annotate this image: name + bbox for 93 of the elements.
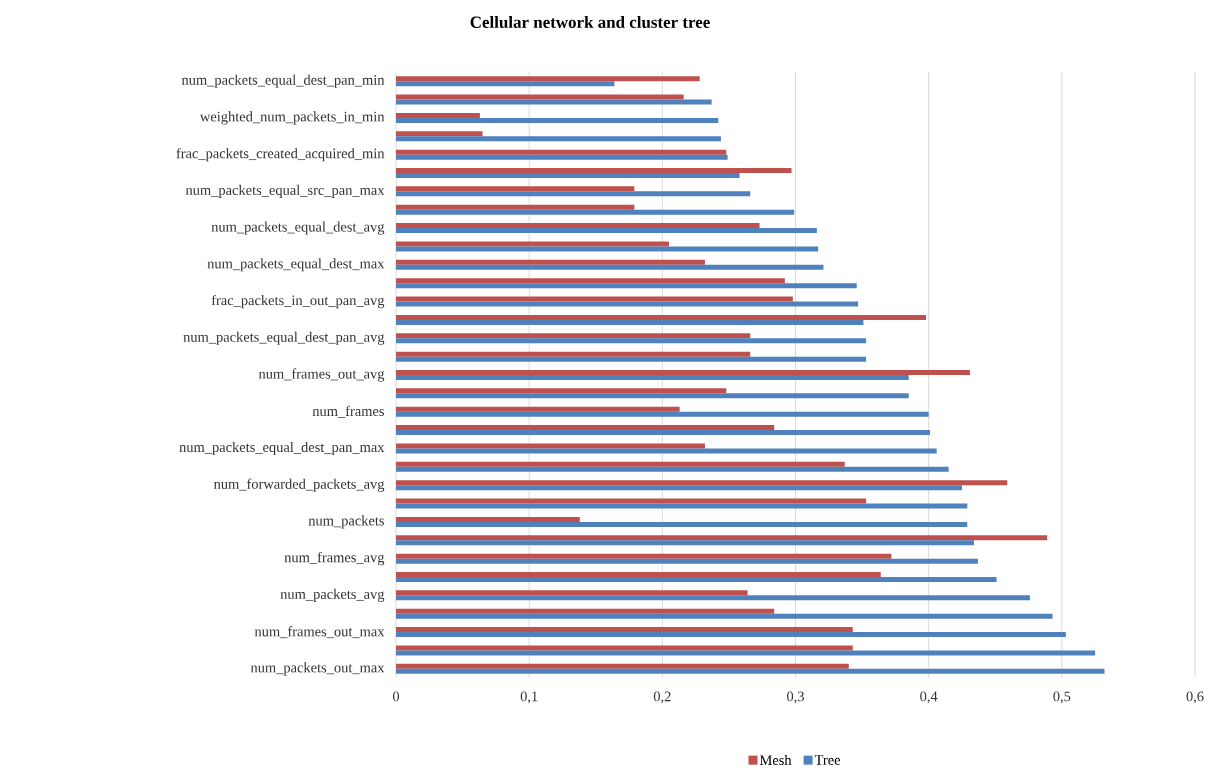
bar — [396, 448, 937, 454]
bar — [396, 645, 853, 651]
bar — [396, 485, 962, 491]
bar — [396, 663, 849, 669]
y-tick-label: weighted_num_packets_in_min — [199, 111, 385, 125]
bar — [396, 191, 751, 197]
y-tick-label: frac_packets_created_acquired_min — [176, 148, 385, 162]
bar — [396, 223, 760, 229]
x-tick-label: 0,2 — [653, 691, 671, 704]
y-tick-label: num_packets_equal_dest_avg — [211, 221, 385, 235]
bar — [396, 186, 635, 192]
bar — [396, 375, 909, 380]
bar — [396, 112, 480, 118]
bar — [396, 370, 970, 375]
bar — [396, 204, 635, 210]
bar — [396, 535, 1048, 541]
bar — [396, 503, 968, 509]
y-tick-label: num_packets_out_max — [250, 662, 385, 676]
chart-title: Cellular network and cluster tree — [470, 16, 710, 28]
bar — [396, 521, 968, 527]
bar — [396, 117, 719, 123]
bar — [396, 632, 1066, 638]
x-tick-label: 0,3 — [787, 691, 804, 704]
bar — [396, 430, 930, 436]
bar — [396, 572, 881, 578]
bar — [396, 168, 792, 173]
y-tick-label: num_packets — [308, 515, 384, 529]
y-tick-label: num_packets_equal_dest_pan_avg — [183, 331, 385, 345]
y-tick-label: frac_packets_in_out_pan_avg — [211, 294, 385, 309]
bar — [396, 608, 775, 614]
bar — [396, 577, 997, 583]
bar — [396, 246, 819, 252]
bar — [396, 558, 978, 564]
bar — [396, 264, 824, 270]
bar — [396, 498, 867, 504]
bar — [396, 131, 483, 137]
bar — [396, 319, 864, 325]
y-tick-label: num_frames_out_avg — [258, 368, 385, 382]
bar — [396, 516, 580, 522]
bar — [396, 443, 705, 449]
bar — [396, 466, 949, 472]
bar — [396, 76, 700, 82]
x-tick-label: 0 — [392, 691, 400, 702]
bar — [396, 425, 775, 431]
bar — [396, 333, 751, 339]
bar — [396, 540, 974, 546]
bar — [396, 650, 1096, 656]
bar — [396, 81, 615, 87]
bar — [396, 278, 785, 284]
bar — [396, 668, 1105, 674]
x-tick-label: 0,5 — [1053, 691, 1071, 704]
x-tick-label: 0,6 — [1186, 691, 1204, 704]
bar — [396, 283, 857, 289]
bar — [396, 461, 845, 467]
bar — [396, 388, 727, 394]
bar — [396, 301, 859, 307]
y-tick-label: num_frames — [312, 405, 384, 418]
bar — [396, 338, 867, 344]
legend-label: Mesh — [759, 754, 792, 766]
bar — [396, 411, 929, 417]
bar — [396, 173, 740, 178]
bar — [396, 351, 751, 357]
bar — [396, 209, 795, 215]
y-tick-label: num_forwarded_packets_avg — [213, 478, 385, 492]
bar — [396, 296, 793, 302]
bar — [396, 314, 927, 320]
bar — [396, 613, 1053, 619]
bar — [396, 627, 853, 633]
bar — [396, 553, 892, 559]
bar — [396, 406, 680, 412]
bar — [396, 590, 748, 596]
bar — [396, 259, 705, 265]
bar — [396, 136, 721, 142]
bar — [396, 356, 867, 362]
y-tick-label: num_packets_equal_src_pan_max — [185, 184, 385, 198]
x-tick-label: 0,1 — [520, 691, 538, 704]
legend-label: Tree — [814, 755, 841, 765]
bar — [396, 94, 684, 100]
bar — [396, 154, 728, 160]
bar — [396, 228, 817, 234]
bar — [396, 480, 1008, 486]
x-tick-label: 0,4 — [920, 691, 938, 704]
bar — [396, 149, 727, 155]
bar — [396, 99, 712, 105]
bar — [396, 393, 909, 399]
y-tick-label: num_packets_equal_dest_max — [207, 258, 385, 272]
y-tick-label: num_frames_avg — [284, 552, 385, 566]
y-tick-label: num_packets_equal_dest_pan_min — [181, 74, 385, 88]
y-tick-label: num_frames_out_max — [254, 626, 385, 639]
y-tick-label: num_packets_avg — [280, 588, 385, 602]
bar — [396, 595, 1030, 601]
y-tick-label: num_packets_equal_dest_pan_max — [179, 441, 385, 456]
bar — [396, 241, 669, 247]
